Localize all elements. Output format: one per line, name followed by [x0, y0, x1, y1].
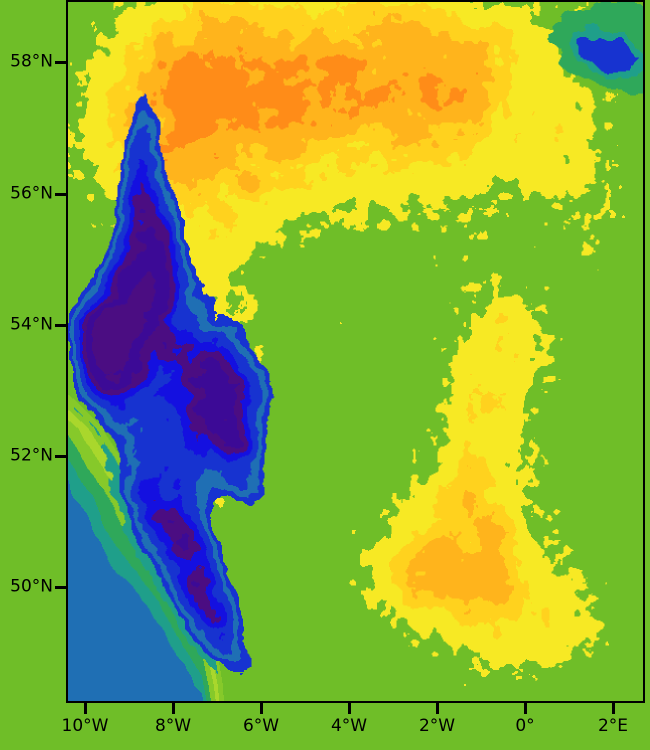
y-axis-tick-label: 54°N — [10, 314, 53, 335]
x-axis-tick — [436, 703, 439, 714]
x-axis-tick — [524, 703, 527, 714]
x-axis-tick-label: 2°E — [597, 716, 629, 736]
x-axis-tick-label: 0° — [515, 716, 535, 736]
y-axis-tick-label: 56°N — [10, 183, 53, 204]
x-axis-tick-label: 2°W — [418, 716, 456, 736]
x-axis-tick — [348, 703, 351, 714]
raster-heatmap-canvas[interactable] — [68, 2, 643, 701]
y-axis-tick — [55, 193, 66, 196]
x-axis-tick — [84, 703, 87, 714]
map-plot-area[interactable] — [66, 0, 645, 703]
x-axis-tick-label: 8°W — [154, 716, 192, 736]
y-axis-tick — [55, 455, 66, 458]
y-axis-tick-label: 58°N — [10, 51, 53, 72]
x-axis-tick-label: 10°W — [61, 716, 109, 736]
y-axis-tick-label: 50°N — [10, 576, 53, 597]
x-axis-tick — [260, 703, 263, 714]
y-axis-tick — [55, 324, 66, 327]
y-axis-tick — [55, 586, 66, 589]
x-axis-tick — [612, 703, 615, 714]
x-axis-tick-label: 4°W — [330, 716, 368, 736]
x-axis-tick-label: 6°W — [242, 716, 280, 736]
y-axis-tick — [55, 61, 66, 64]
x-axis-tick — [172, 703, 175, 714]
y-axis-tick-label: 52°N — [10, 445, 53, 466]
